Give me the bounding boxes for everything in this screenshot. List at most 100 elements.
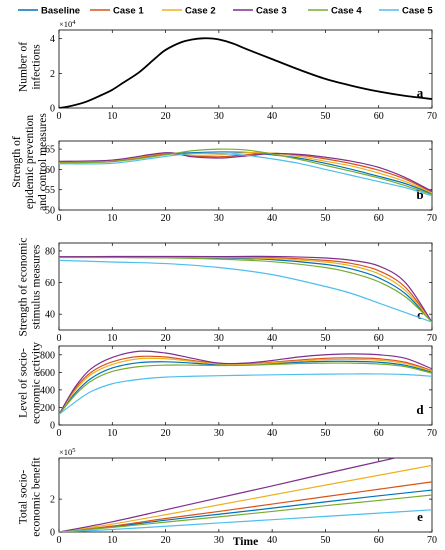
x-tick-label: 50 — [320, 535, 330, 546]
legend-item: Case 5 — [379, 6, 433, 17]
x-tick-label: 20 — [161, 535, 171, 546]
x-tick-label: 30 — [214, 428, 224, 439]
series-line — [59, 259, 432, 323]
y-tick-label: 0 — [50, 104, 55, 115]
x-tick-label: 20 — [161, 111, 171, 122]
x-tick-label: 0 — [57, 535, 62, 546]
x-tick-label: 20 — [161, 428, 171, 439]
series-line — [59, 350, 432, 415]
y-multiplier: ×104 — [59, 19, 76, 29]
x-tick-label: 60 — [374, 333, 384, 344]
x-tick-label: 0 — [57, 111, 62, 122]
x-tick-label: 30 — [214, 535, 224, 546]
series-line — [59, 152, 432, 197]
x-tick-label: 50 — [320, 213, 330, 224]
y-tick-label: 800 — [40, 350, 55, 361]
x-tick-label: 60 — [374, 111, 384, 122]
series-line — [59, 360, 432, 415]
series-line — [59, 255, 432, 323]
panel-letter: e — [417, 509, 423, 524]
series-line — [59, 481, 432, 532]
x-tick-label: 60 — [374, 428, 384, 439]
series-line — [59, 373, 432, 415]
plot-area — [58, 242, 433, 331]
y-tick-label: 400 — [40, 385, 55, 396]
x-tick-label: 30 — [214, 333, 224, 344]
panel-letter: b — [416, 187, 423, 202]
x-tick-label: 10 — [107, 333, 117, 344]
x-tick-label: 60 — [374, 213, 384, 224]
x-tick-label: 40 — [267, 111, 277, 122]
x-tick-label: 0 — [57, 213, 62, 224]
chart-legend: Baseline Case 1 Case 2 Case 3 Case 4 Case 5 — [18, 6, 433, 17]
x-tick-label: 0 — [57, 333, 62, 344]
x-tick-label: 70 — [427, 111, 437, 122]
y-tick-label: 65 — [45, 145, 55, 156]
y-tick-label: 2 — [50, 495, 55, 506]
panel-letter: c — [417, 307, 423, 322]
legend-label: Case 4 — [331, 6, 362, 17]
legend-item: Case 1 — [90, 6, 144, 17]
y-tick-label: 40 — [45, 310, 55, 321]
x-tick-label: 50 — [320, 111, 330, 122]
x-tick-label: 0 — [57, 428, 62, 439]
x-tick-label: 20 — [161, 213, 171, 224]
series-line — [59, 464, 432, 532]
y-tick-label: 60 — [45, 278, 55, 289]
x-tick-label: 70 — [427, 535, 437, 546]
y-tick-label: 4 — [50, 34, 55, 45]
x-tick-label: 40 — [267, 535, 277, 546]
legend-label: Baseline — [41, 6, 80, 17]
series-line — [59, 37, 432, 108]
series-line — [59, 256, 432, 323]
y-tick-label: 55 — [45, 185, 55, 196]
x-tick-label: 70 — [427, 333, 437, 344]
x-tick-label: 40 — [267, 333, 277, 344]
y-tick-label: 2 — [50, 69, 55, 80]
x-axis-label: Time — [233, 536, 258, 548]
x-tick-label: 30 — [214, 213, 224, 224]
x-tick-label: 70 — [427, 428, 437, 439]
panel-e: 0 10 20 30 40 50 60 70 0 2 ×105 Total socio-economi… — [18, 447, 438, 548]
plot-area — [58, 345, 433, 426]
x-tick-label: 10 — [107, 213, 117, 224]
legend-label: Case 5 — [402, 6, 433, 17]
legend-item: Case 4 — [308, 6, 362, 17]
x-tick-label: 50 — [320, 333, 330, 344]
y-tick-label: 0 — [50, 528, 55, 539]
series-line — [59, 458, 398, 532]
x-tick-label: 20 — [161, 333, 171, 344]
y-tick-label: 80 — [45, 246, 55, 257]
legend-item: Baseline — [18, 6, 80, 17]
legend-item: Case 2 — [162, 6, 216, 17]
series-line — [59, 357, 432, 415]
x-tick-label: 40 — [267, 428, 277, 439]
series-line — [59, 489, 432, 532]
y-axis-label: Strength of economicstimulus measures — [18, 237, 43, 336]
panel-a: 0 10 20 30 40 50 60 70 0 2 4 ×104 Number ofinfection… — [18, 19, 438, 122]
series-line — [59, 256, 432, 323]
y-axis-label: Strength ofepidemic preventionand contro… — [11, 113, 49, 211]
y-tick-label: 600 — [40, 368, 55, 379]
legend-label: Case 1 — [113, 6, 144, 17]
x-tick-label: 10 — [107, 111, 117, 122]
x-tick-label: 50 — [320, 428, 330, 439]
panel-letter: a — [417, 85, 424, 100]
y-tick-label: 50 — [45, 206, 55, 217]
y-tick-label: 0 — [50, 421, 55, 432]
series-line — [59, 256, 432, 323]
series-line — [59, 148, 432, 196]
y-tick-label: 200 — [40, 403, 55, 414]
series-line — [59, 494, 432, 532]
series-line — [59, 509, 432, 532]
y-axis-label: Number ofinfections — [18, 42, 43, 92]
y-tick-label: 60 — [45, 165, 55, 176]
x-tick-label: 30 — [214, 111, 224, 122]
x-tick-label: 10 — [107, 428, 117, 439]
legend-label: Case 2 — [185, 6, 216, 17]
legend-label: Case 3 — [256, 6, 287, 17]
